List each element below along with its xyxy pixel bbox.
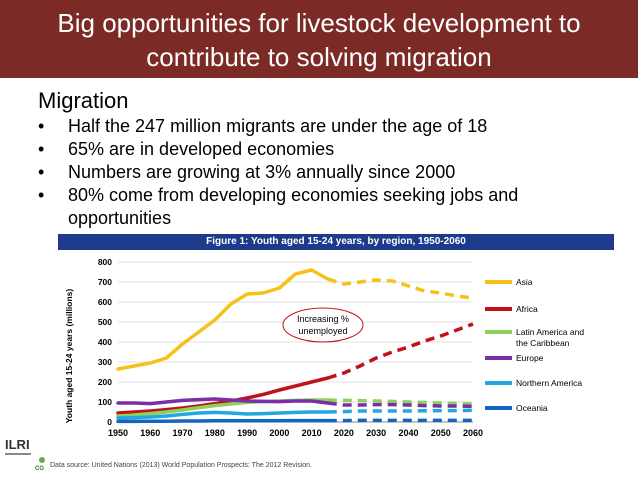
y-tick-label: 300 [98,357,112,367]
annotation-ellipse [282,307,364,343]
slide-title-bar: Big opportunities for livestock developm… [0,0,638,78]
series-line-latin-america-and-the-caribbean-projection [327,398,474,406]
youth-population-chart: Figure 1: Youth aged 15-24 years, by reg… [58,234,614,444]
legend-label: Africa [516,304,538,314]
legend-label: Asia [516,277,533,287]
slide-title-line-1: Big opportunities for livestock developm… [57,8,581,38]
x-tick-label: 2040 [398,428,418,438]
cg-logo-text: CG [35,466,44,471]
series-line-africa-historical [116,376,330,415]
cg-logo-leaf [39,457,45,463]
slide-title-line-2: contribute to solving migration [146,42,492,72]
bullet-dot: • [38,116,45,136]
y-tick-label: 100 [98,397,112,407]
bullet-dot: • [38,185,45,205]
bullet-dot: • [38,162,45,182]
series-line-europe-historical [116,397,330,406]
series-line-northern-america-projection [327,408,474,414]
y-axis-label: Youth aged 15-24 years (millions) [64,289,74,424]
chart-svg: Youth aged 15-24 years (millions) 0 100 20… [64,257,584,438]
y-tick-label: 600 [98,297,112,307]
chart-title: Figure 1: Youth aged 15-24 years, by reg… [58,234,614,250]
series-line-africa-projection [327,322,474,380]
x-tick-label: 2020 [334,428,354,438]
bullet-item: • Numbers are growing at 3% annually sinc… [38,161,598,184]
data-source-note: Data source: United Nations (2013) World… [50,462,312,469]
legend-label: Oceania [516,403,548,413]
series-line-europe-projection [327,401,474,409]
y-tick-label: 700 [98,277,112,287]
legend-label: Northern America [516,378,582,388]
x-tick-label: 1950 [108,428,128,438]
bullet-item: • 65% are in developed economies [38,138,598,161]
x-tick-label: 2010 [302,428,322,438]
bullet-item: • 80% come from developing economies seek… [38,184,598,230]
series-line-northern-america-historical [116,410,330,420]
x-tick-label: 2060 [463,428,483,438]
y-tick-label: 200 [98,377,112,387]
section-heading: Migration [38,88,129,113]
ilri-logo-text: ILRI [5,437,30,452]
x-tick-label: 2030 [366,428,386,438]
bullet-dot: • [38,139,45,159]
bullet-item: • Half the 247 million migrants are under… [38,115,598,138]
y-tick-label: 0 [107,417,112,427]
annotation-text-line-1: Increasing % [297,314,349,324]
annotation-text-line-2: unemployed [298,326,347,336]
bullet-text: Half the 247 million migrants are under … [68,116,488,136]
cg-logo: CG [35,457,45,471]
x-tick-label: 1980 [205,428,225,438]
legend-label: Europe [516,353,544,363]
bullet-text: Numbers are growing at 3% annually since… [68,162,456,182]
x-tick-label: 1970 [173,428,193,438]
bullet-text: 80% come from developing economies seeki… [68,185,519,228]
ilri-logo: ILRI [5,437,31,455]
bullet-text: 65% are in developed economies [68,139,335,159]
legend-label: Latin America and the Caribbean [516,327,584,348]
x-tick-label: 1960 [140,428,160,438]
x-tick-label: 1990 [237,428,257,438]
y-tick-label: 500 [98,317,112,327]
series-line-asia-projection [327,277,474,300]
bullet-list: • Half the 247 million migrants are under… [38,115,598,230]
ilri-logo-rule [5,453,31,455]
series-line-oceania-historical [116,418,330,424]
y-tick-label: 800 [98,257,112,267]
x-tick-label: 2050 [431,428,451,438]
x-tick-label: 2000 [269,428,289,438]
y-tick-label: 400 [98,337,112,347]
series-line-asia-historical [116,268,330,371]
